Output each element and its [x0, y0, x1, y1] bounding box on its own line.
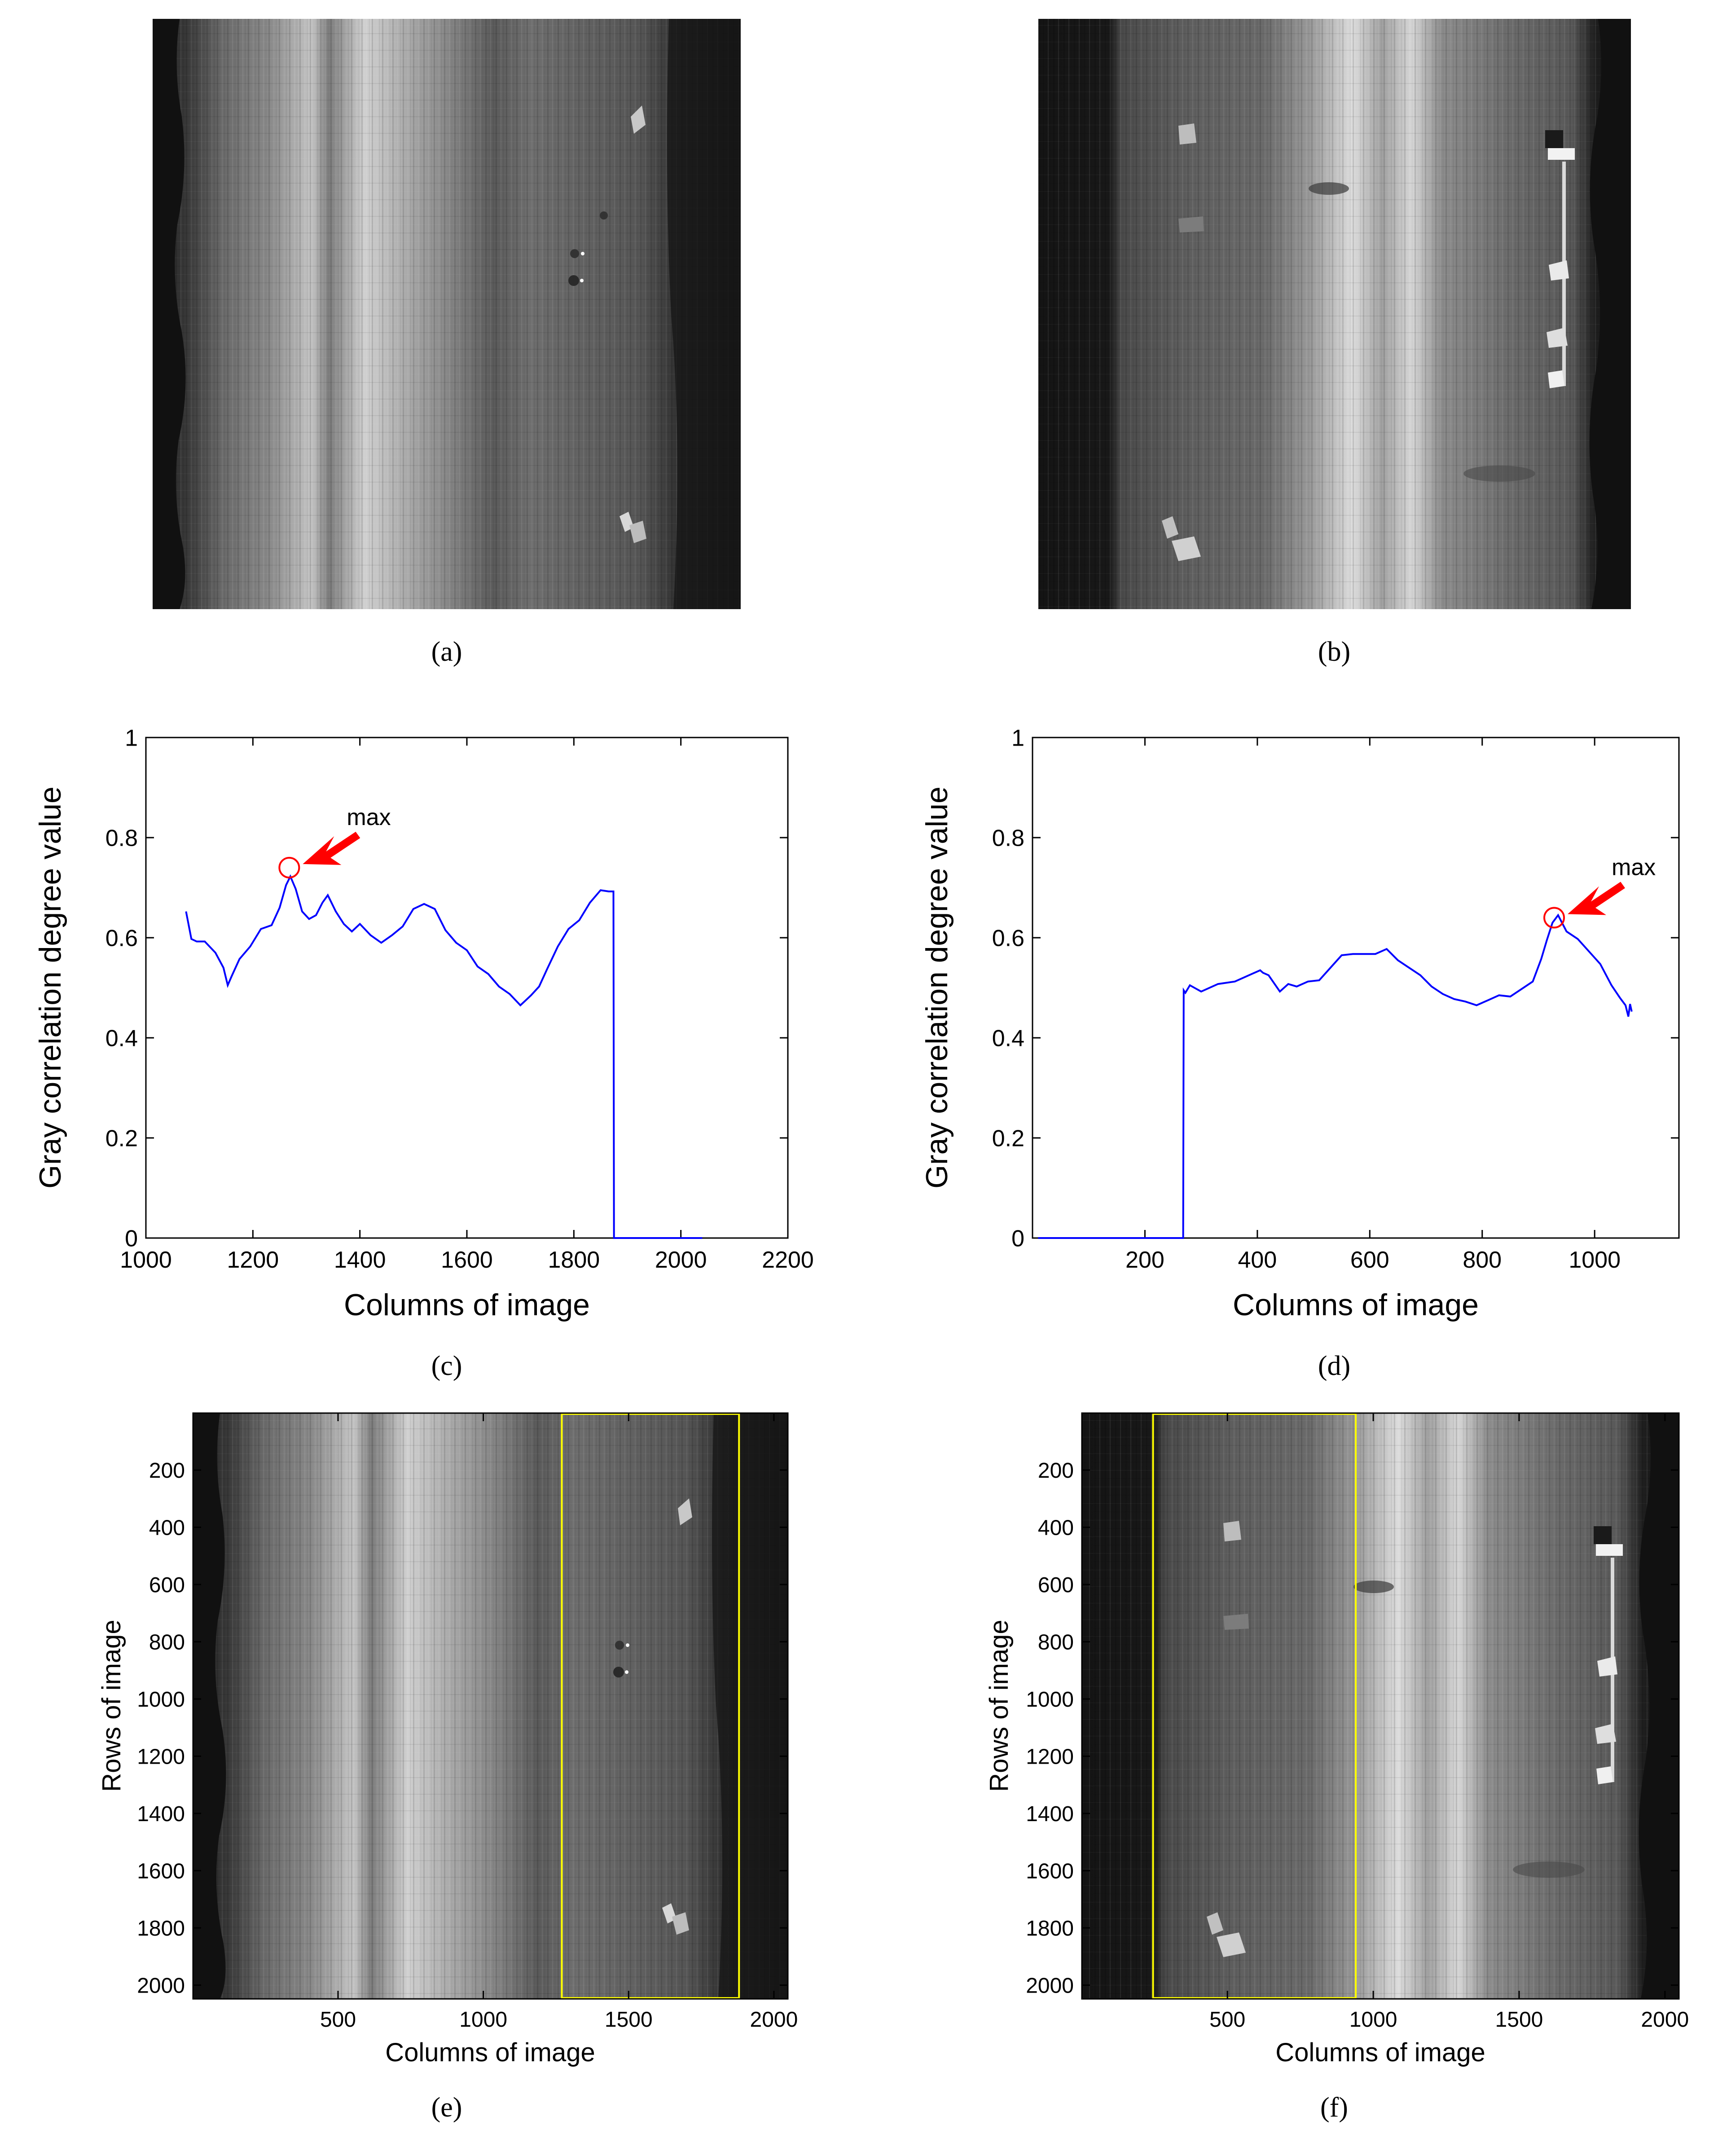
caption-e: (e): [431, 2092, 462, 2123]
plot-frame-d: [1032, 737, 1680, 1239]
y-tick-label-d: 0: [1011, 1226, 1024, 1252]
strip-image-a: [153, 19, 741, 609]
y-tick-label-f: 200: [1038, 1459, 1074, 1483]
y-axis-label-c: Gray correlation degree value: [33, 786, 67, 1189]
x-tick-label-f: 500: [1209, 2008, 1245, 2032]
y-tick-label-e: 1200: [137, 1745, 185, 1769]
y-tick-label-f: 1200: [1026, 1745, 1074, 1769]
y-tick-label-c: 0.8: [105, 826, 138, 852]
y-tick-label-e: 400: [149, 1516, 185, 1540]
roi-box-e: [561, 1413, 740, 1999]
y-tick-label-f: 600: [1038, 1573, 1074, 1597]
line-chart-c: 1000 1200 1400 1600 1800 2000 2200 0 0.2 0.4 0.6 0…: [33, 725, 814, 1322]
x-tick-label-e: 1000: [459, 2008, 507, 2032]
x-tick-label-d: 200: [1125, 1247, 1164, 1273]
y-tick-label-e: 200: [149, 1459, 185, 1483]
y-tick-label-e: 1600: [137, 1860, 185, 1884]
max-arrow-c: [303, 831, 360, 865]
max-label-c: max: [347, 804, 391, 830]
x-tick-label-d: 1000: [1569, 1247, 1621, 1273]
x-tick-label-d: 600: [1350, 1247, 1389, 1273]
panel-a: (a): [153, 19, 741, 667]
x-tick-label-f: 2000: [1641, 2008, 1689, 2032]
y-axis-label-f: Rows of image: [984, 1620, 1014, 1792]
y-axis-label-d: Gray correlation degree value: [920, 786, 954, 1189]
x-tick-label-d: 400: [1238, 1247, 1277, 1273]
x-tick-label-e: 1500: [605, 2008, 653, 2032]
x-axis-label-f: Columns of image: [1275, 2038, 1485, 2067]
x-axis-label-e: Columns of image: [385, 2038, 595, 2067]
strip-image-e: [193, 1413, 788, 1999]
x-axis-label-c: Columns of image: [344, 1288, 590, 1322]
plot-frame-f: [1081, 1412, 1680, 2000]
strip-image-f: [1082, 1413, 1679, 1999]
image-plot-f: 500 1000 1500 2000 200 400 600 800 1000 1200 1400…: [984, 1412, 1689, 2067]
x-tick-label-c: 1000: [120, 1247, 172, 1273]
y-tick-label-f: 1400: [1026, 1802, 1074, 1826]
caption-f: (f): [1320, 2092, 1348, 2123]
x-tick-label-c: 1800: [548, 1247, 600, 1273]
y-tick-label-e: 1800: [137, 1917, 185, 1941]
x-tick-label-c: 2200: [762, 1247, 814, 1273]
max-arrow-d: [1568, 882, 1626, 915]
y-tick-label-e: 2000: [137, 1974, 185, 1998]
y-tick-label-f: 2000: [1026, 1974, 1074, 1998]
y-tick-label-e: 600: [149, 1573, 185, 1597]
strip-image-b: [1038, 19, 1631, 609]
y-tick-label-f: 1000: [1026, 1688, 1074, 1712]
x-tick-label-c: 1200: [227, 1247, 279, 1273]
x-tick-label-d: 800: [1463, 1247, 1502, 1273]
caption-c: (c): [431, 1351, 462, 1381]
y-tick-label-c: 0.6: [105, 926, 138, 952]
y-tick-label-d: 0.8: [992, 826, 1024, 852]
y-axis-label-e: Rows of image: [97, 1620, 126, 1792]
y-tick-label-c: 1: [125, 725, 138, 751]
x-tick-label-e: 2000: [750, 2008, 798, 2032]
x-tick-label-e: 500: [320, 2008, 356, 2032]
series-line-c: [185, 874, 703, 1239]
max-marker-d: [1543, 907, 1565, 929]
y-tick-label-c: 0.2: [105, 1126, 138, 1152]
y-tick-label-c: 0.4: [105, 1026, 138, 1052]
y-tick-label-c: 0: [125, 1226, 138, 1252]
y-tick-label-e: 1400: [137, 1802, 185, 1826]
line-chart-d: 200 400 600 800 1000 0 0.2 0.4 0.6 0.8 1 max Colu…: [920, 725, 1680, 1322]
image-plot-e: 500 1000 1500 2000 200 400 600 800 1000 1200 1400…: [97, 1412, 798, 2067]
y-tick-label-d: 0.6: [992, 926, 1024, 952]
y-tick-label-d: 0.2: [992, 1126, 1024, 1152]
x-axis-label-d: Columns of image: [1233, 1288, 1479, 1322]
max-label-d: max: [1612, 854, 1656, 880]
series-line-d: [1038, 913, 1633, 1239]
y-tick-label-f: 1800: [1026, 1917, 1074, 1941]
plot-frame-e: [192, 1412, 789, 2000]
panel-b: (b): [1038, 19, 1631, 667]
y-tick-label-e: 800: [149, 1631, 185, 1655]
roi-box-f: [1152, 1413, 1357, 1999]
x-tick-label-f: 1500: [1495, 2008, 1543, 2032]
max-marker-c: [278, 856, 300, 878]
plot-frame-c: [145, 737, 789, 1239]
y-tick-label-d: 0.4: [992, 1026, 1024, 1052]
caption-b: (b): [1318, 637, 1350, 667]
y-tick-label-f: 400: [1038, 1516, 1074, 1540]
x-tick-label-c: 2000: [655, 1247, 707, 1273]
caption-d: (d): [1318, 1351, 1350, 1381]
x-tick-label-f: 1000: [1349, 2008, 1397, 2032]
x-tick-label-c: 1400: [334, 1247, 386, 1273]
caption-a: (a): [431, 637, 462, 667]
y-tick-label-e: 1000: [137, 1688, 185, 1712]
y-tick-label-d: 1: [1011, 725, 1024, 751]
x-tick-label-c: 1600: [441, 1247, 493, 1273]
y-tick-label-f: 800: [1038, 1631, 1074, 1655]
y-tick-label-f: 1600: [1026, 1860, 1074, 1884]
